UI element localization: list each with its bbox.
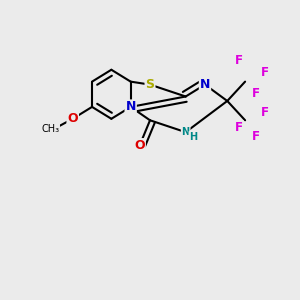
Text: O: O	[134, 139, 145, 152]
Text: N: N	[200, 78, 210, 91]
Text: N: N	[125, 100, 136, 113]
Text: N: N	[182, 127, 190, 137]
Text: O: O	[68, 112, 78, 125]
Text: H: H	[189, 132, 197, 142]
Text: F: F	[251, 130, 260, 143]
Text: S: S	[146, 78, 154, 91]
Text: F: F	[251, 87, 260, 100]
Text: F: F	[235, 54, 243, 67]
Text: CH₃: CH₃	[41, 124, 59, 134]
Text: F: F	[260, 66, 268, 79]
Text: F: F	[235, 121, 243, 134]
Text: F: F	[260, 106, 268, 119]
